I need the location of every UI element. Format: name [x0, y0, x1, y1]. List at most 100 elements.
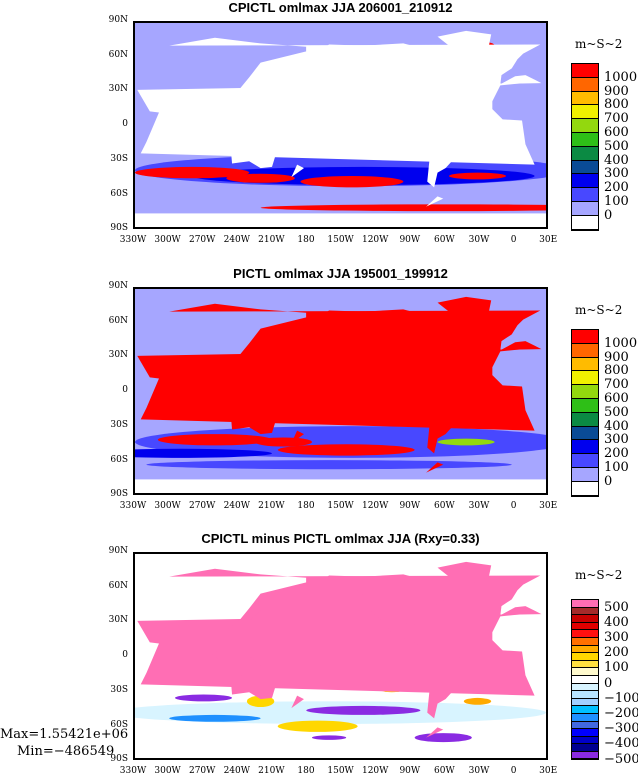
- lat-tick-label: 30S: [110, 419, 128, 430]
- lon-tick-label: 60W: [434, 501, 455, 511]
- colorbar-units: m~S~2: [575, 303, 623, 317]
- map-svg: [135, 554, 546, 758]
- arctic-band: [135, 23, 546, 35]
- colorbar-label: 300: [604, 432, 629, 448]
- land: [306, 312, 318, 319]
- colorbar-label: −200: [604, 706, 638, 721]
- colorbar-label: 800: [604, 97, 629, 113]
- lon-tick-label: 30E: [539, 766, 558, 776]
- colorbar-box: [572, 660, 598, 669]
- lat-tick-label: 90N: [108, 15, 128, 25]
- colorbar-label: 300: [604, 166, 629, 182]
- lon-tick-label: 210W: [258, 235, 285, 245]
- land: [437, 561, 492, 588]
- land: [250, 126, 272, 136]
- colorbar-label: −400: [604, 736, 638, 752]
- land: [504, 590, 513, 600]
- arctic-band: [135, 554, 546, 566]
- colorbar-box: [572, 481, 598, 496]
- colorbar-box: [572, 215, 598, 230]
- colorbar-label: −500: [604, 751, 638, 767]
- land: [426, 727, 444, 738]
- colorbar-box: [572, 691, 598, 699]
- lat-tick-label: 60S: [110, 719, 128, 730]
- colorbar-box: [572, 729, 598, 737]
- land: [230, 403, 276, 435]
- contour-region: [437, 438, 495, 446]
- contour-region: [254, 437, 312, 447]
- colorbar-label: 1000: [604, 335, 638, 351]
- land: [419, 644, 472, 719]
- lon-tick-label: 240W: [223, 766, 251, 776]
- colorbar-label: 700: [604, 377, 629, 393]
- land: [291, 695, 304, 709]
- colorbar-box: [572, 675, 598, 684]
- colorbar-label: 100: [604, 660, 629, 676]
- colorbar-box: [572, 412, 598, 427]
- colorbar-box: [572, 132, 598, 147]
- lat-tick-label: 0: [122, 119, 128, 130]
- lat-tick-label: 60N: [108, 580, 128, 591]
- colorbar-box: [572, 698, 598, 707]
- land: [504, 59, 513, 69]
- land: [291, 430, 304, 444]
- colorbar-label: 200: [604, 446, 629, 462]
- lon-tick-label: 330W: [119, 235, 147, 245]
- lat-tick-label: 30S: [110, 684, 128, 695]
- land: [226, 649, 236, 660]
- colorbar-box: [572, 357, 598, 372]
- lat-tick-label: 90S: [110, 754, 128, 765]
- map-plot: [133, 287, 548, 495]
- land: [226, 384, 236, 395]
- arctic-band: [135, 289, 546, 301]
- lon-tick-label: 30E: [539, 235, 558, 245]
- colorbar-box: [572, 736, 598, 745]
- colorbar-label: 100: [604, 194, 629, 209]
- lon-tick-label: 210W: [258, 766, 285, 776]
- lon-tick-label: 330W: [119, 766, 147, 776]
- colorbar-box: [572, 146, 598, 161]
- contour-region: [448, 172, 507, 180]
- colorbar-box: [572, 454, 598, 468]
- lat-tick-label: 90S: [110, 489, 128, 500]
- colorbar-units: m~S~2: [575, 568, 623, 582]
- colorbar-box: [572, 706, 598, 714]
- colorbar-label: 700: [604, 111, 629, 127]
- colorbar-box: [572, 174, 598, 189]
- land: [250, 392, 272, 402]
- lat-tick-label: 60S: [110, 188, 128, 199]
- land: [149, 405, 158, 420]
- max-value-text: Max=1.55421e+06: [0, 727, 129, 742]
- lon-tick-label: 180: [297, 235, 315, 245]
- lon-tick-label: 270W: [188, 235, 216, 245]
- lon-tick-label: 60W: [434, 235, 455, 245]
- land: [306, 577, 318, 584]
- contour-region: [169, 714, 261, 722]
- lat-tick-label: 30N: [108, 615, 128, 626]
- panel-title: CPICTL omlmax JJA 206001_210912: [228, 0, 453, 15]
- colorbar-box: [572, 330, 598, 344]
- lon-tick-label: 120W: [361, 235, 389, 245]
- colorbar-label: 500: [604, 599, 629, 615]
- lon-tick-label: 90W: [399, 235, 421, 245]
- colorbar-label: 600: [604, 125, 629, 140]
- colorbar-box: [572, 398, 598, 413]
- colorbar-box: [572, 91, 598, 106]
- colorbar-box: [572, 371, 598, 386]
- land: [230, 668, 276, 700]
- land: [149, 139, 158, 154]
- panel-title: CPICTL minus PICTL omlmax JJA (Rxy=0.33): [201, 531, 480, 546]
- land: [419, 379, 472, 454]
- colorbar-box: [572, 645, 598, 654]
- lon-tick-label: 90W: [399, 501, 421, 511]
- colorbar-box: [572, 119, 598, 133]
- contour-region: [300, 176, 404, 188]
- colorbar-box: [572, 744, 598, 752]
- colorbar-label: 400: [604, 614, 629, 630]
- colorbar-box: [572, 713, 598, 722]
- land: [319, 43, 449, 116]
- lon-tick-label: 90W: [399, 766, 421, 776]
- colorbar-label: −100: [604, 690, 638, 706]
- lat-tick-label: 0: [122, 650, 128, 661]
- colorbar-box: [572, 160, 598, 175]
